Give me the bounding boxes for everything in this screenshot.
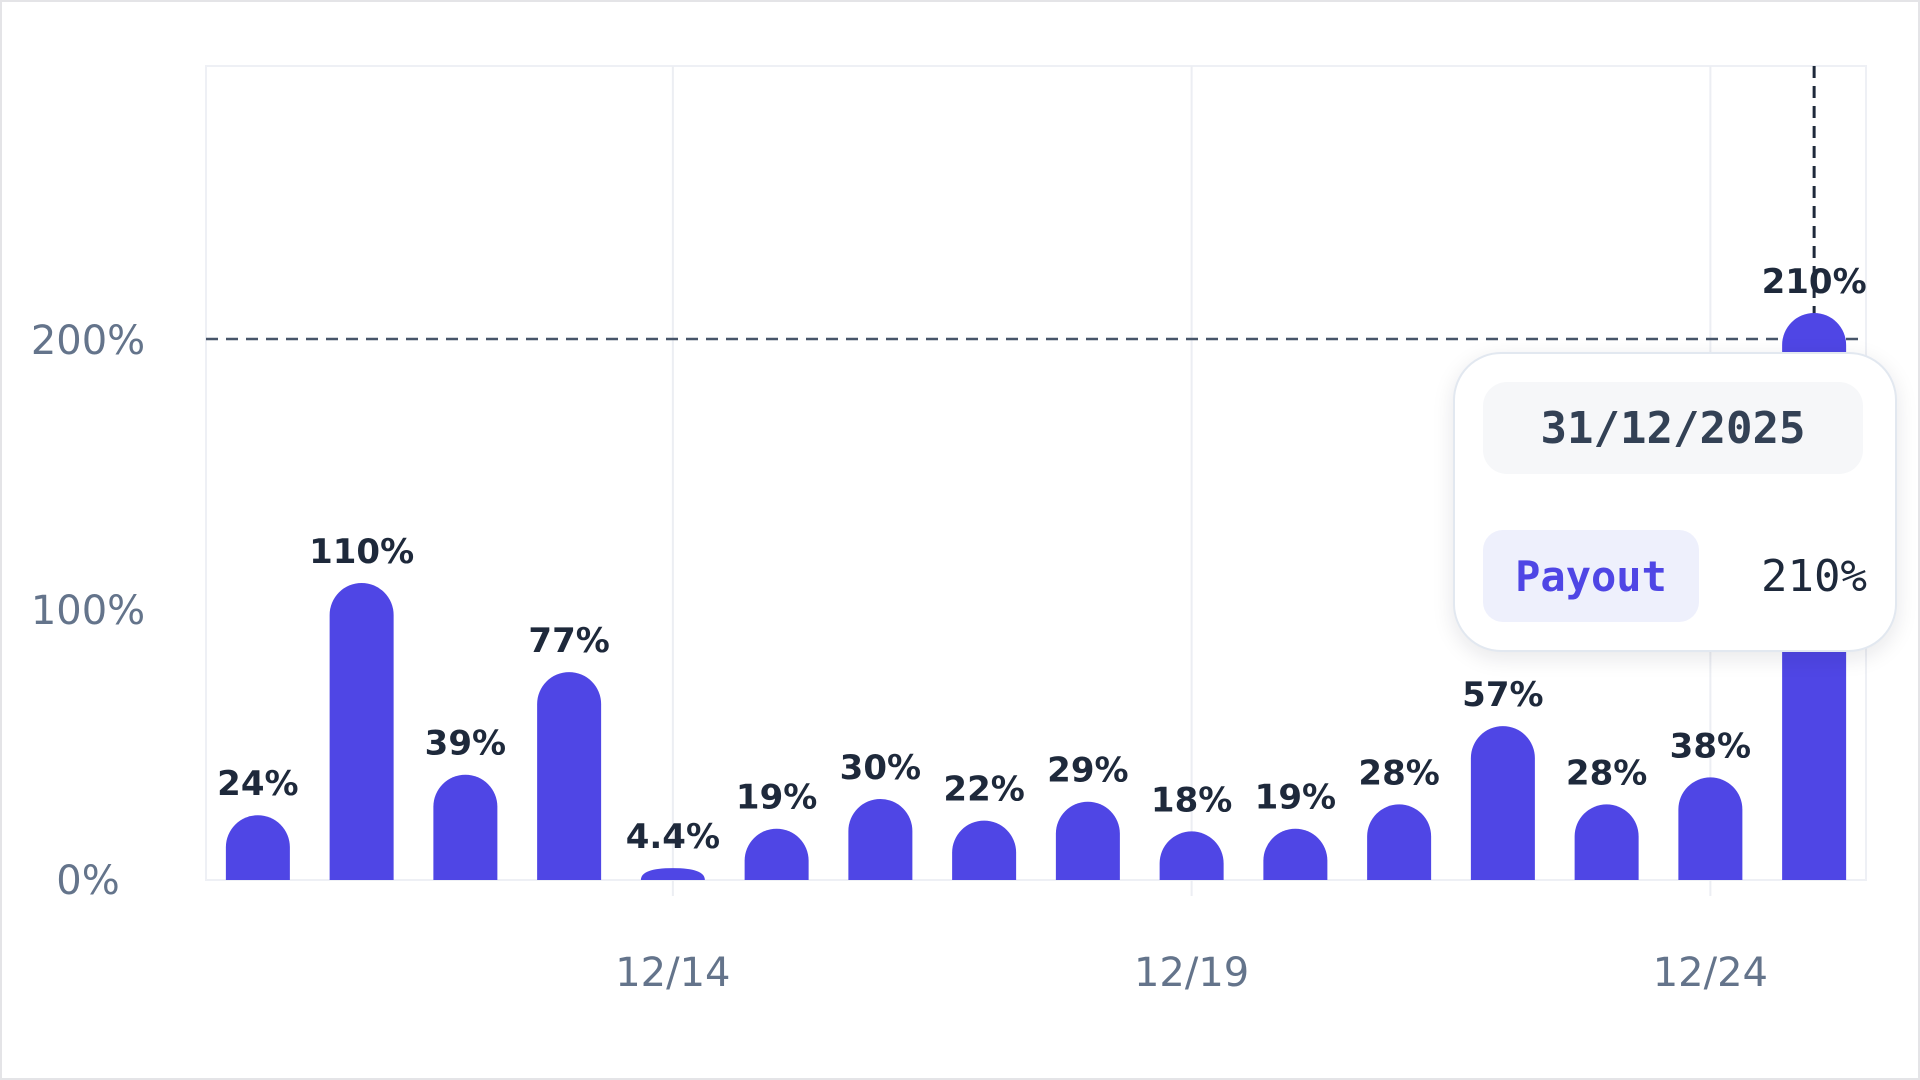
bar[interactable] (848, 799, 913, 880)
y-axis: 0% 100% 200% (31, 318, 145, 904)
data-label: 28% (1358, 753, 1439, 793)
bar[interactable] (225, 815, 290, 880)
bar[interactable] (1055, 801, 1120, 880)
x-tick-label: 12/24 (1653, 950, 1768, 996)
bar[interactable] (1263, 828, 1328, 880)
y-tick-label: 200% (31, 318, 145, 364)
data-label: 29% (1047, 751, 1128, 791)
bar[interactable] (744, 828, 809, 880)
x-tick-label: 12/14 (615, 950, 730, 996)
data-labels: 24% 110% 39% 77% 4.4% 19% 30% 22% 29% 18% 19% 28% 57… (217, 262, 1866, 857)
bar[interactable] (1470, 726, 1535, 880)
data-label: 28% (1566, 753, 1647, 793)
data-label: 22% (943, 770, 1024, 810)
bar[interactable] (433, 774, 498, 880)
y-tick-label: 0% (56, 858, 119, 904)
bar[interactable] (640, 868, 705, 880)
data-label: 24% (217, 764, 298, 804)
data-label: 38% (1670, 726, 1751, 766)
data-label: 57% (1462, 675, 1543, 715)
bar[interactable] (952, 820, 1017, 880)
bar[interactable] (1159, 831, 1224, 880)
bar[interactable] (1574, 804, 1639, 880)
data-label: 77% (528, 621, 609, 661)
data-label: 19% (736, 778, 817, 818)
data-label: 110% (309, 532, 414, 572)
bar[interactable] (1367, 804, 1432, 880)
y-tick-label: 100% (31, 588, 145, 634)
bars[interactable] (225, 313, 1847, 880)
x-axis: 12/14 12/19 12/24 (615, 950, 1768, 996)
bar[interactable] (537, 672, 602, 880)
tooltip: 31/12/2025 Payout 210% (1453, 352, 1897, 652)
bar[interactable] (1678, 777, 1743, 880)
bar[interactable] (329, 583, 394, 880)
tooltip-value: 210% (1761, 550, 1867, 602)
data-label: 210% (1762, 262, 1867, 302)
data-label: 19% (1255, 778, 1336, 818)
tooltip-series-label: Payout (1483, 530, 1699, 622)
data-label: 4.4% (626, 817, 720, 857)
tooltip-date: 31/12/2025 (1483, 382, 1863, 474)
x-tick-label: 12/19 (1134, 950, 1249, 996)
data-label: 18% (1151, 780, 1232, 820)
data-label: 39% (425, 724, 506, 764)
data-label: 30% (840, 748, 921, 788)
